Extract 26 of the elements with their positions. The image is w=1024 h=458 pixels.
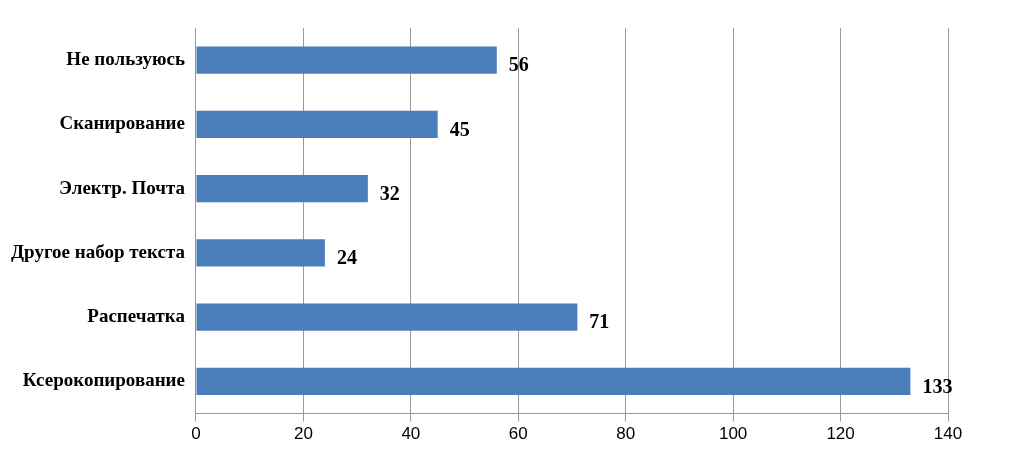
bar <box>196 110 438 139</box>
x-tick-label: 40 <box>401 424 421 444</box>
bar <box>196 367 911 396</box>
bar <box>196 46 497 74</box>
data-label: 133 <box>922 374 953 397</box>
x-tick-label: 120 <box>826 424 855 444</box>
x-tick-label: 100 <box>718 424 748 444</box>
x-tick-label: 60 <box>508 424 528 444</box>
bar <box>196 175 368 203</box>
bar <box>196 303 578 331</box>
y-tick-label: Распечатка <box>87 305 186 327</box>
y-tick-label: Электр. Почта <box>59 176 186 198</box>
data-label: 45 <box>449 117 470 140</box>
x-tick-label: 80 <box>616 424 636 444</box>
data-label: 24 <box>336 246 357 269</box>
y-tick-label: Сканирование <box>59 112 185 134</box>
data-label: 32 <box>379 181 400 204</box>
y-tick-label: Не пользуюсь <box>66 48 185 70</box>
y-tick-label: Ксерокопирование <box>22 369 185 391</box>
x-tick-label: 140 <box>933 424 963 444</box>
x-tick-label: 0 <box>191 424 201 444</box>
y-tick-label: Другое набор текста <box>10 240 186 262</box>
bar <box>196 239 325 267</box>
x-tick-label: 20 <box>293 424 313 444</box>
data-label: 71 <box>589 310 610 333</box>
data-label: 56 <box>508 53 529 76</box>
